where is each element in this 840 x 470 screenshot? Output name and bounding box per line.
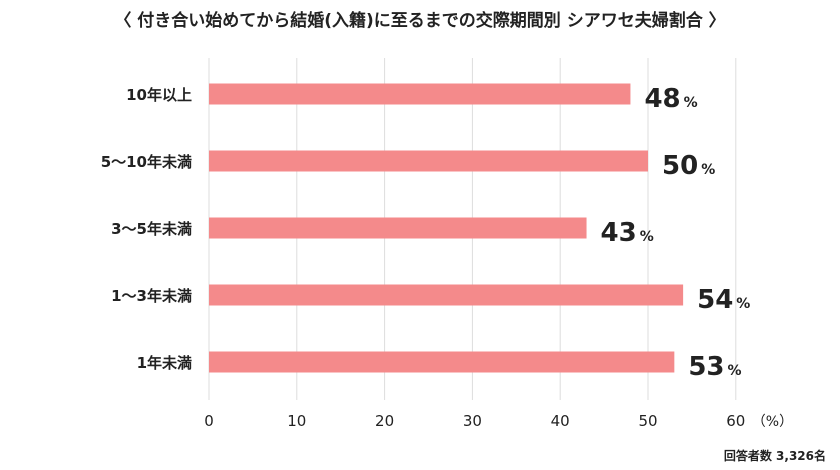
category-label: 5〜10年未満 (101, 153, 192, 171)
value-label: 50% (662, 151, 715, 181)
value-label: 48% (644, 84, 697, 114)
bar (209, 284, 684, 306)
x-tick-label: 40 (551, 412, 570, 430)
value-label: 53% (688, 352, 741, 382)
x-tick-label: 0 (204, 412, 214, 430)
bar (209, 83, 631, 105)
value-label: 54% (697, 285, 750, 315)
x-tick-label: 50 (638, 412, 657, 430)
category-label: 3〜5年未満 (111, 220, 192, 238)
bar (209, 217, 587, 239)
x-axis-unit: （%） (752, 414, 793, 430)
respondent-count: 回答者数 3,326名 (723, 449, 826, 463)
bars (209, 83, 684, 373)
x-tick-label: 30 (463, 412, 482, 430)
x-tick-label: 60 (726, 412, 745, 430)
category-label: 10年以上 (126, 86, 192, 104)
x-tick-label: 10 (287, 412, 306, 430)
value-label: 43% (601, 218, 654, 248)
bar (209, 150, 648, 172)
x-tick-label: 20 (375, 412, 394, 430)
category-label: 1〜3年未満 (111, 287, 192, 305)
chart-title: 〈 付き合い始めてから結婚(入籍)に至るまでの交際期間別 シアワセ夫婦割合 〉 (114, 11, 726, 31)
category-label: 1年未満 (137, 354, 192, 372)
bar (209, 351, 675, 373)
labels: 0 10 20 30 40 50 60 （%） 10年以上 48 % 5〜10年未満 50 % 3〜5年未満… (101, 84, 793, 430)
